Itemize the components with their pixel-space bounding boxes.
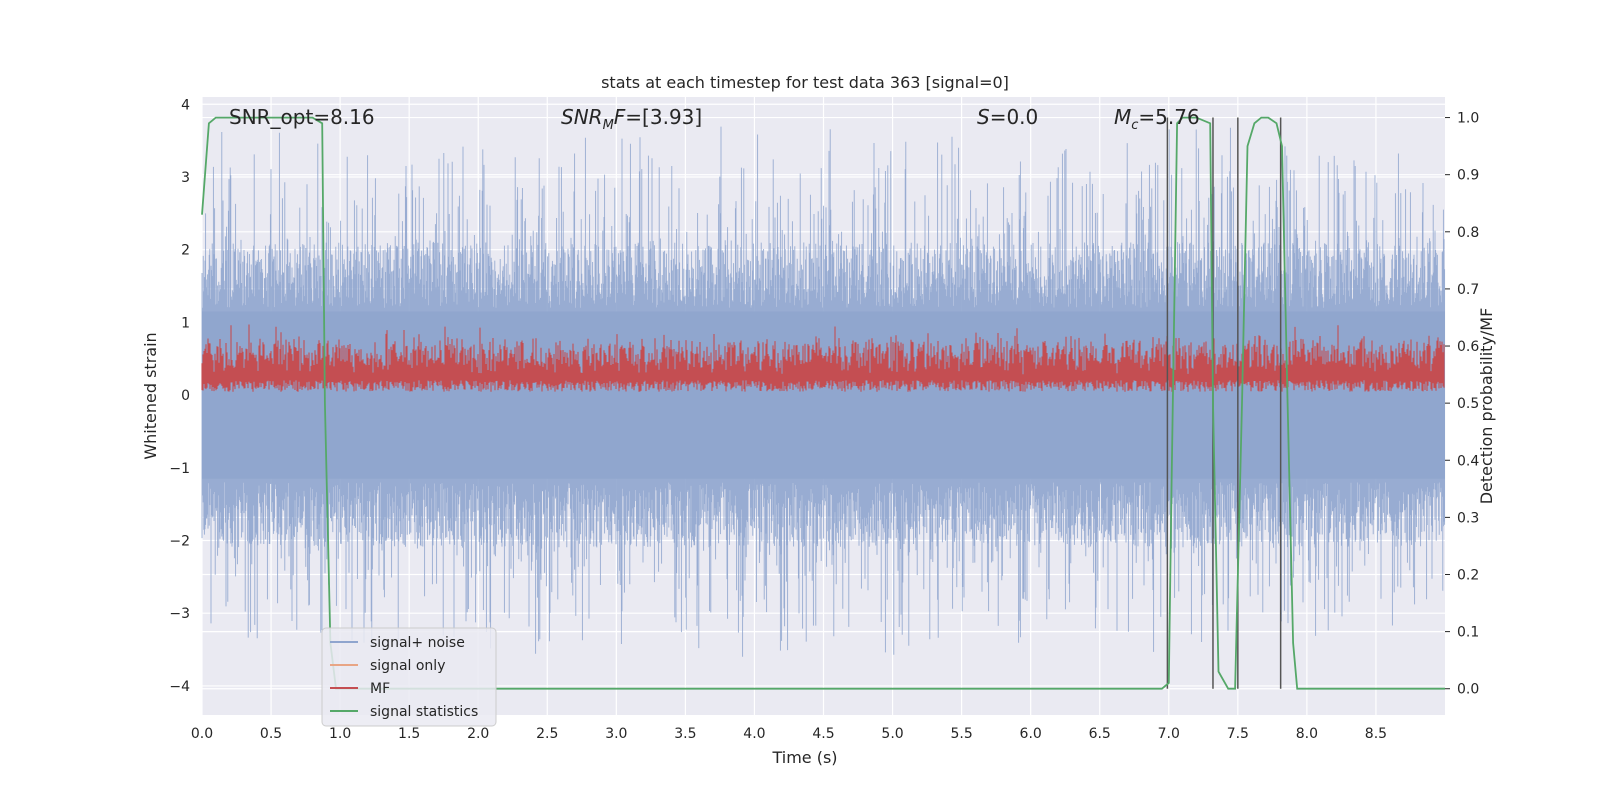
y-axis-ticks: 4 3 2 1 0 −1 −2 −3 −4 <box>169 97 190 695</box>
y2-tick-label: 0.0 <box>1457 682 1479 698</box>
y-tick-label: 2 <box>181 243 190 259</box>
annotation-mc: Mc=5.76 <box>1114 105 1200 133</box>
y-tick-label: 1 <box>181 315 190 331</box>
legend: signal+ noise signal only MF signal statist… <box>321 627 497 727</box>
x-tick-label: 5.0 <box>881 726 903 742</box>
x-tick-label: 8.0 <box>1296 726 1318 742</box>
x-axis-ticks: 0.0 0.5 1.0 1.5 2.0 2.5 3.0 3.5 4.0 4.5 5.0 5.5 6.0 6… <box>191 726 1387 742</box>
y-axis-title: Whitened strain <box>141 332 160 459</box>
y2-axis-ticks: 1.0 0.9 0.8 0.7 0.6 0.5 0.4 0.3 0.2 0.1 0.0 <box>1445 111 1479 698</box>
x-tick-label: 7.0 <box>1158 726 1180 742</box>
x-tick-label: 2.0 <box>467 726 489 742</box>
x-tick-label: 8.5 <box>1365 726 1387 742</box>
legend-label: MF <box>370 681 390 697</box>
legend-box <box>321 627 497 727</box>
x-tick-label: 4.0 <box>743 726 765 742</box>
y2-tick-label: 1.0 <box>1457 111 1479 127</box>
x-tick-label: 6.5 <box>1089 726 1111 742</box>
x-tick-label: 1.0 <box>329 726 351 742</box>
y2-tick-label: 0.4 <box>1457 453 1479 469</box>
y2-tick-label: 0.5 <box>1457 396 1479 412</box>
x-tick-label: 0.0 <box>191 726 213 742</box>
x-tick-label: 5.5 <box>950 726 972 742</box>
legend-label: signal statistics <box>370 704 478 720</box>
x-axis-title: Time (s) <box>771 748 837 767</box>
y2-tick-label: 0.7 <box>1457 282 1479 298</box>
annotation-snr-opt: SNR_opt=8.16 <box>229 105 375 129</box>
series-signal-statistics <box>201 116 1445 690</box>
x-tick-label: 3.5 <box>674 726 696 742</box>
annotation-snr-mf: SNRMF=[3.93] <box>561 105 702 133</box>
y2-tick-label: 0.2 <box>1457 567 1479 583</box>
y-tick-label: 0 <box>181 388 190 404</box>
y2-axis-title: Detection probability/MF <box>1477 308 1496 505</box>
y-tick-label: −1 <box>169 461 190 477</box>
y-tick-label: 3 <box>181 170 190 186</box>
annotations: SNR_opt=8.16 SNRMF=[3.93] S=0.0 Mc=5.76 <box>229 105 1200 133</box>
y-tick-label: −2 <box>169 534 190 550</box>
y2-tick-label: 0.9 <box>1457 168 1479 184</box>
annotation-s: S=0.0 <box>977 105 1038 129</box>
y-tick-label: −4 <box>169 679 190 695</box>
y2-tick-label: 0.8 <box>1457 225 1479 241</box>
y2-tick-label: 0.3 <box>1457 510 1479 526</box>
x-tick-label: 7.5 <box>1227 726 1249 742</box>
x-tick-label: 1.5 <box>398 726 420 742</box>
x-tick-label: 3.0 <box>605 726 627 742</box>
legend-label: signal only <box>370 658 445 674</box>
x-tick-label: 0.5 <box>260 726 282 742</box>
y2-tick-label: 0.6 <box>1457 339 1479 355</box>
signal-statistics-line <box>201 116 1445 690</box>
x-tick-label: 2.5 <box>536 726 558 742</box>
y-tick-label: −3 <box>169 606 190 622</box>
legend-label: signal+ noise <box>370 635 465 651</box>
y2-tick-label: 0.1 <box>1457 625 1479 641</box>
chart-title: stats at each timestep for test data 363… <box>601 73 1009 92</box>
y-tick-label: 4 <box>181 97 190 113</box>
x-tick-label: 6.0 <box>1020 726 1042 742</box>
x-tick-label: 4.5 <box>812 726 834 742</box>
